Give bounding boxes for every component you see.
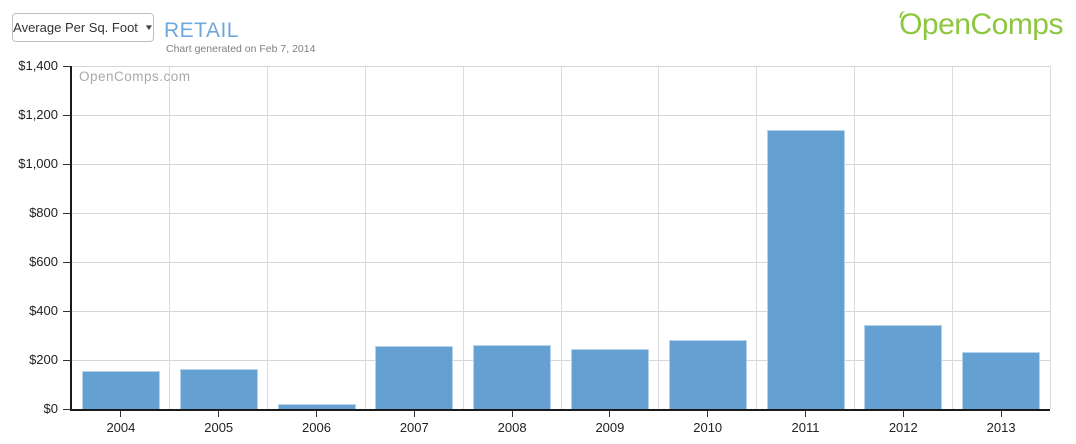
- y-axis-line: [70, 66, 72, 411]
- y-tick-mark: [63, 311, 71, 312]
- x-axis-label: 2005: [204, 420, 234, 435]
- v-gridline: [951, 66, 953, 409]
- watermark: OpenComps.com: [79, 69, 191, 84]
- bar-2011[interactable]: [766, 129, 845, 409]
- y-tick-mark: [63, 115, 71, 116]
- y-tick-mark: [63, 360, 71, 361]
- x-tick-mark: [511, 411, 513, 417]
- x-axis-label: 2013: [986, 420, 1016, 435]
- bar-2005[interactable]: [179, 369, 258, 409]
- v-gridline: [267, 66, 269, 409]
- page-title: RETAIL: [164, 19, 239, 42]
- bar-2009[interactable]: [570, 348, 649, 409]
- bar-2008[interactable]: [473, 344, 552, 409]
- metric-dropdown[interactable]: Average Per Sq. Foot ▼: [12, 13, 154, 42]
- x-axis-label: 2008: [497, 420, 527, 435]
- v-gridline: [853, 66, 855, 409]
- opencomps-logo: OpenComps: [899, 8, 1063, 42]
- bar-2007[interactable]: [375, 346, 454, 409]
- x-tick-mark: [805, 411, 806, 417]
- v-gridline: [462, 66, 464, 409]
- y-tick-mark: [63, 213, 71, 214]
- x-axis-label: 2010: [693, 420, 723, 435]
- x-tick-mark: [218, 411, 220, 417]
- y-axis-label: $800: [29, 205, 58, 220]
- bar-chart: OpenComps.com: [72, 65, 1051, 409]
- y-axis-label: $600: [29, 254, 58, 269]
- v-gridline: [364, 66, 366, 409]
- x-axis-label: 2009: [595, 420, 625, 435]
- y-tick-mark: [63, 164, 71, 165]
- x-tick-mark: [707, 411, 709, 417]
- bar-2006[interactable]: [277, 404, 356, 409]
- metric-dropdown-label: Average Per Sq. Foot: [13, 20, 138, 35]
- chart-subtitle: Chart generated on Feb 7, 2014: [166, 43, 316, 55]
- x-axis-label: 2011: [791, 420, 820, 435]
- x-tick-mark: [120, 411, 122, 417]
- y-axis-label: $400: [29, 303, 58, 318]
- x-tick-mark: [609, 411, 611, 417]
- bar-2010[interactable]: [668, 340, 747, 409]
- y-axis-label: $1,400: [18, 58, 58, 73]
- v-gridline: [169, 66, 171, 409]
- y-tick-mark: [63, 66, 71, 67]
- x-axis-label: 2012: [888, 420, 918, 435]
- v-gridline: [560, 66, 562, 409]
- v-gridline: [1049, 66, 1051, 409]
- y-tick-mark: [63, 409, 71, 410]
- x-tick-mark: [1000, 411, 1002, 417]
- x-tick-mark: [902, 411, 904, 417]
- v-gridline: [658, 66, 660, 409]
- y-axis-label: $1,200: [18, 107, 58, 122]
- x-tick-mark: [413, 411, 415, 417]
- x-axis-line: [70, 409, 1050, 411]
- x-axis-label: 2006: [302, 420, 331, 435]
- bar-2004[interactable]: [81, 371, 160, 409]
- y-tick-mark: [63, 262, 71, 263]
- x-axis-label: 2004: [106, 420, 136, 435]
- logo-text: OpenComps: [899, 8, 1063, 41]
- y-axis-label: $0: [43, 401, 58, 416]
- bar-2013[interactable]: [962, 352, 1041, 409]
- chevron-down-icon: ▼: [143, 22, 155, 32]
- x-axis-label: 2007: [399, 420, 429, 435]
- y-axis-label: $200: [29, 352, 58, 367]
- x-tick-mark: [316, 411, 317, 417]
- v-gridline: [756, 66, 758, 409]
- bar-2012[interactable]: [864, 324, 943, 409]
- y-axis-label: $1,000: [18, 156, 58, 171]
